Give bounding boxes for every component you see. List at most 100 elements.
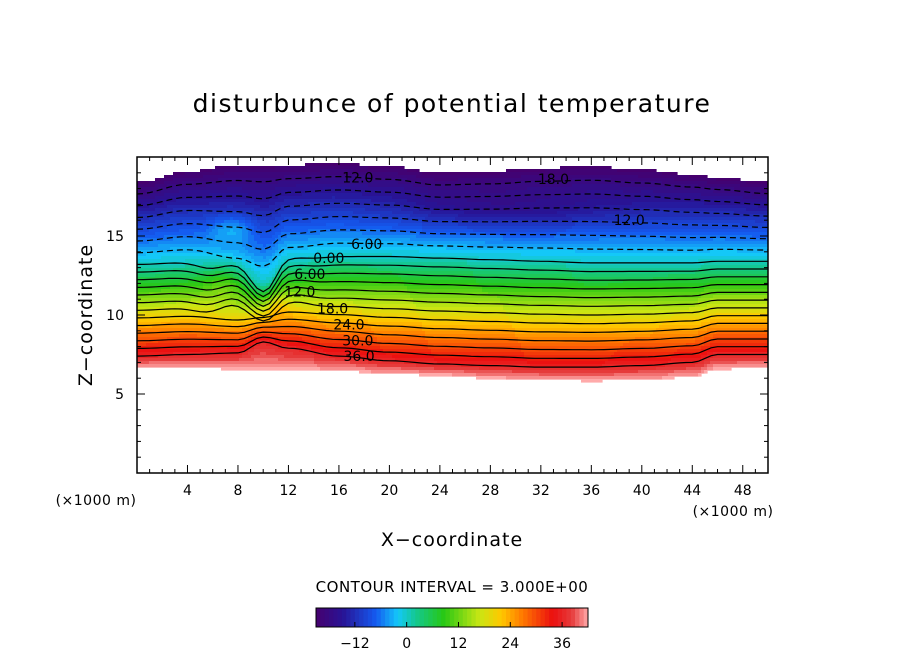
field-cell [251, 265, 258, 269]
field-cell [284, 208, 366, 212]
field-cell [488, 292, 702, 296]
field-cell [416, 235, 504, 239]
field-cell [566, 265, 702, 269]
field-cell [146, 343, 243, 347]
field-cell [167, 205, 228, 209]
field-cell [704, 313, 717, 317]
field-cell [218, 214, 243, 218]
field-cell [380, 343, 429, 347]
field-cell [254, 286, 258, 290]
field-cell [218, 313, 261, 317]
field-cell [245, 265, 252, 269]
field-cell [137, 289, 162, 293]
field-cell [194, 232, 210, 236]
field-cell [137, 259, 186, 263]
field-cell [677, 349, 702, 353]
field-cell [227, 205, 234, 209]
field-cell [401, 208, 420, 212]
field-cell [233, 277, 237, 281]
field-cell [242, 283, 246, 287]
field-cell [239, 250, 249, 254]
field-cell [137, 205, 150, 209]
field-cell [278, 262, 282, 266]
field-cell [407, 286, 483, 290]
field-cell [416, 304, 504, 308]
colorbar-swatch [449, 608, 455, 627]
field-cell [275, 268, 279, 272]
field-cell [272, 229, 282, 233]
field-cell [746, 208, 768, 212]
field-cell [371, 175, 417, 179]
field-cell [416, 196, 444, 200]
field-cell [137, 253, 147, 257]
field-cell [458, 214, 567, 218]
field-cell [506, 169, 546, 173]
field-cell [311, 331, 336, 335]
field-cell [269, 298, 273, 302]
field-cell [416, 307, 504, 311]
field-cell [215, 277, 228, 281]
field-cell [530, 364, 603, 368]
field-cell [653, 190, 714, 194]
field-cell [170, 217, 207, 221]
field-cell [197, 334, 246, 338]
x-tick-labels: 4 8 12 16 20 24 28 32 36 40 44 48 [183, 483, 752, 499]
field-cell [245, 340, 249, 344]
field-cell [284, 262, 309, 266]
field-cell [512, 370, 639, 374]
field-cell [242, 286, 246, 290]
field-cell [236, 232, 243, 236]
field-cell [701, 367, 708, 371]
field-cell [179, 283, 204, 287]
field-cell [272, 274, 276, 278]
field-cell [281, 253, 288, 257]
field-cell [311, 349, 324, 353]
field-cell [254, 268, 273, 272]
y-tick-label: 15 [106, 229, 124, 245]
field-cell [251, 331, 258, 335]
field-cell [233, 280, 240, 284]
field-cell [368, 322, 423, 326]
field-cell [272, 277, 276, 281]
field-cell [272, 295, 276, 299]
field-cell [206, 277, 216, 281]
field-cell [470, 265, 567, 269]
field-cell [377, 337, 426, 341]
field-cell [248, 238, 255, 242]
field-cell [380, 214, 411, 218]
field-cell [236, 286, 240, 290]
field-cell [716, 178, 741, 182]
field-cell [254, 262, 273, 266]
field-cell [173, 268, 213, 272]
field-cell [329, 265, 369, 269]
field-cell [359, 355, 393, 359]
field-cell [248, 343, 252, 347]
colorbar-swatch [445, 608, 451, 627]
field-cell [170, 319, 201, 323]
field-cell [275, 304, 285, 308]
field-cell [275, 271, 279, 275]
field-cell [275, 301, 288, 305]
field-cell [272, 247, 279, 251]
field-cell [368, 184, 414, 188]
field-cell [251, 220, 258, 224]
field-cell [734, 211, 768, 215]
field-cell [200, 295, 231, 299]
field-cell [245, 223, 252, 227]
field-cell [254, 271, 261, 275]
field-cell [221, 316, 252, 320]
contour-label: 36.0 [344, 349, 375, 365]
field-cell [521, 175, 639, 179]
field-cell [254, 199, 270, 203]
field-cell [680, 346, 702, 350]
contour-line [137, 318, 768, 333]
field-cell [155, 220, 183, 224]
field-cell [521, 343, 624, 347]
field-cell [173, 178, 219, 182]
field-cell [287, 253, 333, 257]
field-cell [239, 277, 243, 281]
field-cell [200, 226, 210, 230]
field-cell [266, 301, 270, 305]
field-cell [248, 259, 255, 263]
field-cell [242, 280, 246, 284]
